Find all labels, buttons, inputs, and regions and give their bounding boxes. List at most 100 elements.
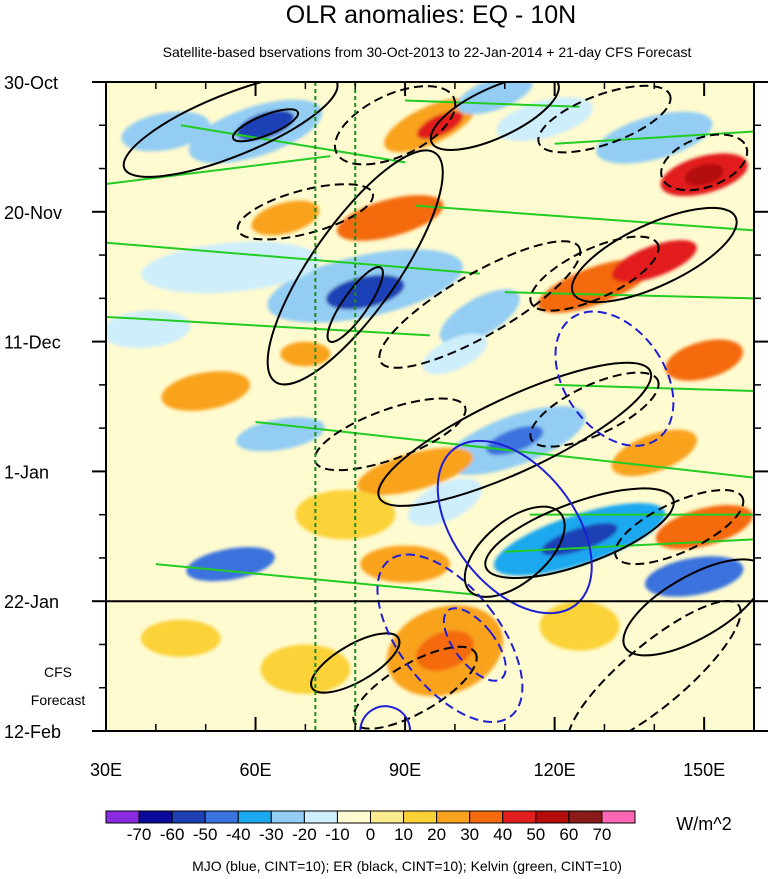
colorbar-swatch-9 bbox=[403, 810, 438, 824]
contour-legend-footer: MJO (blue, CINT=10); ER (black, CINT=10)… bbox=[192, 858, 622, 874]
colorbar-label: -40 bbox=[226, 825, 251, 844]
colorbar-swatch-7 bbox=[336, 810, 371, 824]
er-contours bbox=[122, 82, 754, 731]
er-contour-4 bbox=[537, 84, 672, 154]
kelvin-contour-3 bbox=[106, 315, 431, 337]
anomaly-region-28 bbox=[407, 478, 482, 527]
colorbar-swatch-13 bbox=[535, 810, 570, 824]
colorbar-swatch-14 bbox=[568, 810, 603, 824]
colorbar-label: 10 bbox=[394, 825, 413, 844]
er-contour-10 bbox=[529, 235, 660, 312]
colorbar-label: 20 bbox=[427, 825, 446, 844]
mjo-contour-4 bbox=[359, 705, 412, 731]
er-contour-6 bbox=[236, 183, 375, 241]
x-tick-label: 120E bbox=[534, 760, 576, 780]
anomaly-region-11 bbox=[251, 200, 320, 236]
colorbar-label: 50 bbox=[526, 825, 545, 844]
x-tick-label: 30E bbox=[90, 760, 122, 780]
anomaly-region-34 bbox=[295, 489, 396, 540]
er-contour-17 bbox=[614, 488, 745, 566]
colorbar-label: 0 bbox=[366, 825, 375, 844]
x-axis: 30E 60E 90E 120E 150E bbox=[90, 82, 725, 780]
er-contour-16 bbox=[484, 487, 675, 579]
mjo-contours bbox=[359, 310, 675, 731]
anomaly-region-2 bbox=[121, 111, 211, 152]
colorbar: -70 -60 -50 -40 -30 -20 -10 0 10 20 30 40 50 60 70 bbox=[105, 810, 636, 844]
y-axis: 30-Oct 20-Nov 11-Dec 1-Jan 22-Jan 12-Feb bbox=[4, 73, 768, 742]
plot-frame bbox=[105, 81, 755, 732]
colorbar-label: -10 bbox=[325, 825, 350, 844]
colorbar-units: W/m^2 bbox=[676, 814, 731, 834]
y-tick-label: 1-Jan bbox=[4, 462, 49, 482]
er-contour-19 bbox=[310, 632, 401, 694]
y-tick-label: 30-Oct bbox=[4, 73, 58, 93]
kelvin-contour-2 bbox=[106, 241, 480, 275]
colorbar-label: 30 bbox=[460, 825, 479, 844]
colorbar-label: -30 bbox=[259, 825, 284, 844]
colorbar-swatch-5 bbox=[270, 810, 305, 824]
colorbar-swatch-12 bbox=[502, 810, 537, 824]
er-contour-12 bbox=[377, 361, 653, 507]
anomaly-region-25 bbox=[486, 425, 544, 456]
x-tick-label: 60E bbox=[240, 760, 272, 780]
chart-title: OLR anomalies: EQ - 10N bbox=[286, 1, 576, 29]
er-contour-18 bbox=[622, 558, 754, 657]
er-contour-7 bbox=[266, 149, 444, 386]
colorbar-label: 70 bbox=[592, 825, 611, 844]
er-contour-9 bbox=[378, 240, 582, 369]
y-tick-label: 12-Feb bbox=[4, 722, 61, 742]
forecast-label-line-1: CFS bbox=[44, 664, 72, 680]
y-tick-label: 22-Jan bbox=[4, 592, 59, 612]
anomaly-region-38 bbox=[260, 644, 351, 694]
anomaly-region-35 bbox=[360, 545, 450, 583]
colorbar-swatch-4 bbox=[237, 810, 272, 824]
anomaly-region-1 bbox=[236, 110, 295, 141]
mjo-contour-3 bbox=[442, 607, 507, 682]
er-contour-3 bbox=[429, 82, 560, 151]
reference-lines bbox=[314, 82, 357, 731]
anomaly-region-40 bbox=[634, 675, 754, 725]
mjo-contour-1 bbox=[436, 439, 593, 615]
x-tick-label: 150E bbox=[683, 760, 725, 780]
mjo-contour-2 bbox=[376, 553, 524, 724]
anomaly-region-22 bbox=[161, 371, 250, 411]
anomaly-region-17 bbox=[422, 333, 488, 375]
colorbar-swatch-15 bbox=[601, 810, 636, 824]
anomaly-region-23 bbox=[236, 417, 325, 452]
anomaly-region-37 bbox=[416, 630, 474, 671]
anomaly-region-16 bbox=[439, 289, 520, 345]
er-contour-8 bbox=[326, 266, 384, 343]
er-contour-21 bbox=[566, 600, 742, 731]
er-contour-11 bbox=[570, 206, 738, 304]
anomaly-region-41 bbox=[539, 601, 620, 651]
kelvin-contour-0 bbox=[106, 155, 331, 185]
kelvin-contour-5 bbox=[155, 563, 480, 597]
anomaly-region-7 bbox=[684, 163, 724, 186]
anomaly-region-20 bbox=[665, 339, 743, 381]
colorbar-label: 60 bbox=[559, 825, 578, 844]
er-contour-2 bbox=[333, 85, 457, 166]
mjo-contour-0 bbox=[554, 310, 675, 447]
anomaly-region-39 bbox=[140, 619, 221, 657]
anomaly-region-14 bbox=[141, 241, 321, 294]
colorbar-swatch-6 bbox=[303, 810, 338, 824]
anomaly-region-5 bbox=[456, 82, 533, 115]
colorbar-label: 40 bbox=[493, 825, 512, 844]
colorbar-swatch-3 bbox=[204, 810, 239, 824]
anomaly-region-30 bbox=[541, 523, 618, 556]
er-contour-1 bbox=[231, 108, 300, 143]
anomaly-region-21 bbox=[280, 341, 331, 367]
colorbar-swatch-2 bbox=[171, 810, 206, 824]
colorbar-label: -50 bbox=[193, 825, 218, 844]
chart-subtitle: Satellite-based bservations from 30-Oct-… bbox=[163, 44, 692, 60]
forecast-label-line-2: Forecast bbox=[31, 692, 86, 708]
er-contour-14 bbox=[529, 371, 660, 448]
y-tick-label: 11-Dec bbox=[4, 333, 61, 353]
anomaly-region-31 bbox=[655, 504, 753, 550]
x-tick-label: 90E bbox=[389, 760, 421, 780]
kelvin-contour-8 bbox=[554, 130, 754, 145]
colorbar-label: -60 bbox=[160, 825, 185, 844]
colorbar-swatch-10 bbox=[436, 810, 471, 824]
colorbar-swatch-8 bbox=[370, 810, 405, 824]
